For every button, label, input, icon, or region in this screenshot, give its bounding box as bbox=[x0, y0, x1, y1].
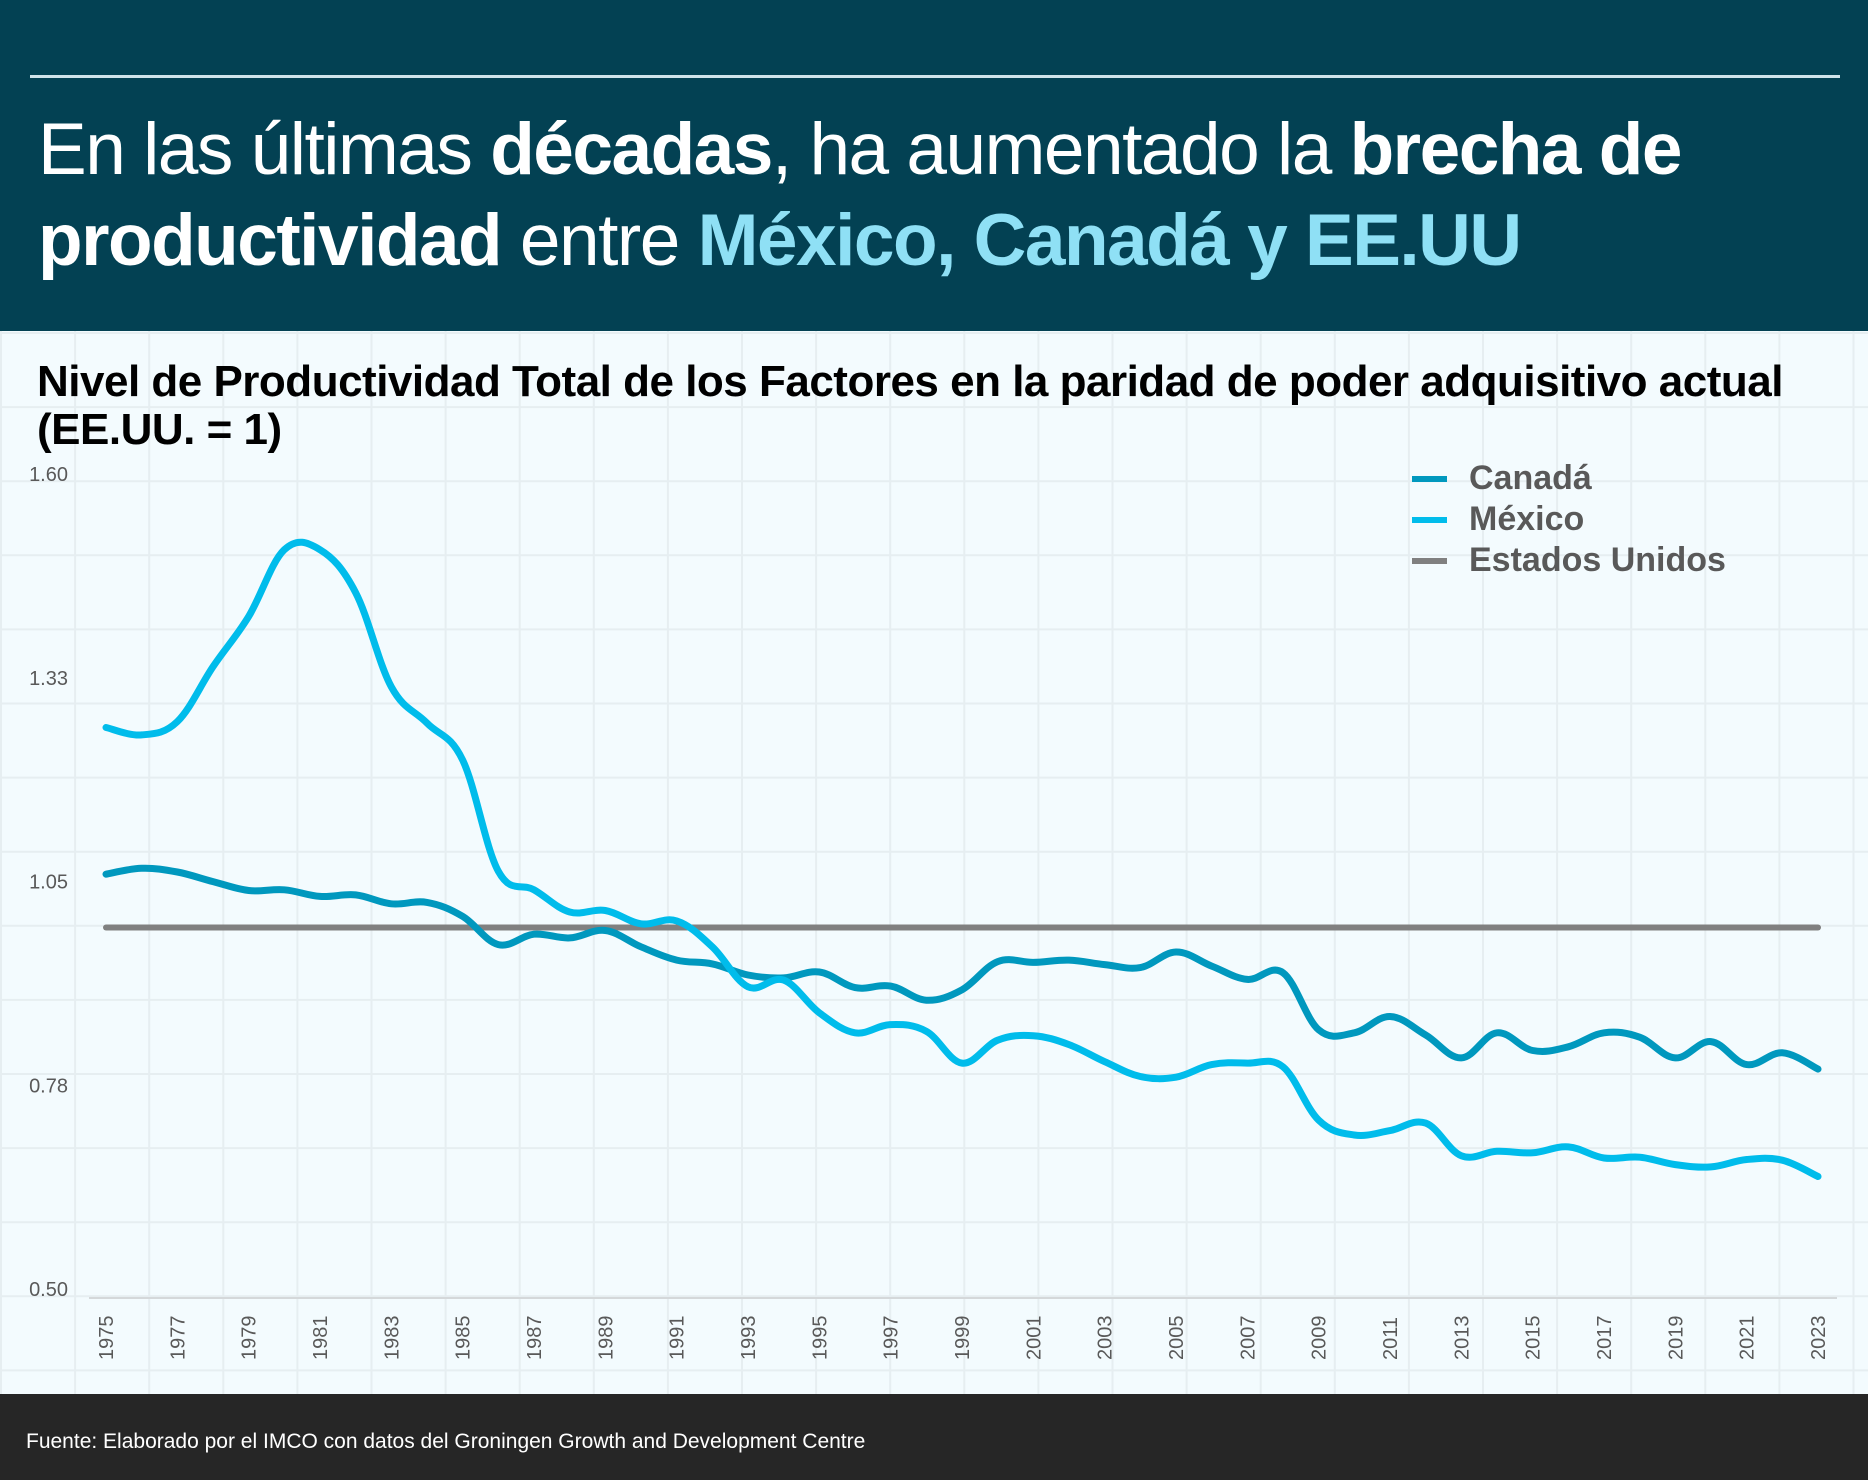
x-tick-label: 2019 bbox=[1665, 1316, 1687, 1361]
headline-part: , ha aumentado la bbox=[771, 109, 1350, 190]
headline: En las últimas décadas, ha aumentado la … bbox=[38, 104, 1838, 286]
y-tick-label: 1.05 bbox=[29, 872, 68, 894]
legend-swatch-usa bbox=[1412, 557, 1447, 564]
x-tick-label: 2017 bbox=[1594, 1316, 1616, 1361]
x-tick-label: 1981 bbox=[310, 1316, 332, 1361]
x-tick-label: 2023 bbox=[1808, 1316, 1830, 1361]
legend-item-mexico: México bbox=[1412, 499, 1726, 540]
y-axis-ticks: 1.60 1.33 1.05 0.78 0.50 bbox=[29, 464, 68, 1301]
x-tick-label: 1997 bbox=[881, 1316, 903, 1361]
legend-item-canada: Canadá bbox=[1412, 458, 1726, 499]
line-chart: 1.60 1.33 1.05 0.78 0.50 1975 1977 1979 1981 198… bbox=[0, 331, 1868, 1394]
y-tick-label: 0.50 bbox=[29, 1279, 68, 1301]
headline-part-bold: brecha de productividad bbox=[38, 109, 1682, 281]
legend-swatch-canada bbox=[1412, 475, 1447, 482]
header-divider bbox=[30, 75, 1840, 78]
legend-label: Estados Unidos bbox=[1469, 541, 1726, 579]
x-tick-label: 1983 bbox=[381, 1316, 403, 1361]
x-tick-label: 2003 bbox=[1095, 1316, 1117, 1361]
headline-part-bold: décadas bbox=[490, 109, 773, 190]
x-tick-label: 2015 bbox=[1523, 1316, 1545, 1361]
x-axis-ticks: 1975 1977 1979 1981 1983 1985 1987 1989 1991 1993… bbox=[96, 1316, 1830, 1361]
legend-item-usa: Estados Unidos bbox=[1412, 540, 1726, 581]
headline-part-highlight: México, Canadá y EE.UU bbox=[697, 200, 1523, 281]
chart-area: 1.60 1.33 1.05 0.78 0.50 1975 1977 1979 1981 198… bbox=[0, 331, 1868, 1394]
chart-title: Nivel de Productividad Total de los Fact… bbox=[37, 357, 1783, 454]
series-line-mexico bbox=[102, 538, 1822, 1180]
series-lines bbox=[102, 538, 1822, 1180]
x-tick-label: 1987 bbox=[524, 1316, 546, 1361]
y-tick-label: 1.60 bbox=[29, 464, 68, 486]
source-note: Fuente: Elaborado por el IMCO con datos … bbox=[26, 1430, 866, 1453]
x-tick-label: 1999 bbox=[952, 1316, 974, 1361]
legend-label: México bbox=[1469, 500, 1585, 538]
x-tick-label: 1993 bbox=[738, 1316, 760, 1361]
x-tick-label: 1989 bbox=[595, 1316, 617, 1361]
headline-part: En las últimas bbox=[38, 109, 491, 190]
x-tick-label: 1985 bbox=[453, 1316, 475, 1361]
x-tick-label: 2011 bbox=[1380, 1317, 1402, 1360]
headline-part: entre bbox=[501, 200, 698, 281]
x-tick-label: 2001 bbox=[1023, 1316, 1045, 1361]
x-tick-label: 2013 bbox=[1451, 1316, 1473, 1361]
legend-label: Canadá bbox=[1469, 459, 1592, 497]
x-tick-label: 1977 bbox=[167, 1316, 189, 1361]
x-tick-label: 2005 bbox=[1166, 1316, 1188, 1361]
x-tick-label: 2009 bbox=[1309, 1316, 1331, 1361]
x-tick-label: 1975 bbox=[96, 1316, 118, 1361]
header-banner: En las últimas décadas, ha aumentado la … bbox=[0, 0, 1868, 331]
x-tick-label: 1991 bbox=[667, 1316, 689, 1361]
y-tick-label: 1.33 bbox=[29, 668, 68, 690]
x-tick-label: 2007 bbox=[1237, 1316, 1259, 1361]
y-tick-label: 0.78 bbox=[29, 1075, 68, 1097]
legend: Canadá México Estados Unidos bbox=[1412, 458, 1726, 581]
footer: Fuente: Elaborado por el IMCO con datos … bbox=[0, 1394, 1868, 1480]
series-line-canada bbox=[102, 864, 1822, 1073]
legend-swatch-mexico bbox=[1412, 516, 1447, 523]
grid bbox=[0, 331, 1868, 1394]
x-tick-label: 2021 bbox=[1737, 1316, 1759, 1361]
x-tick-label: 1979 bbox=[239, 1316, 261, 1361]
x-tick-label: 1995 bbox=[809, 1316, 831, 1361]
